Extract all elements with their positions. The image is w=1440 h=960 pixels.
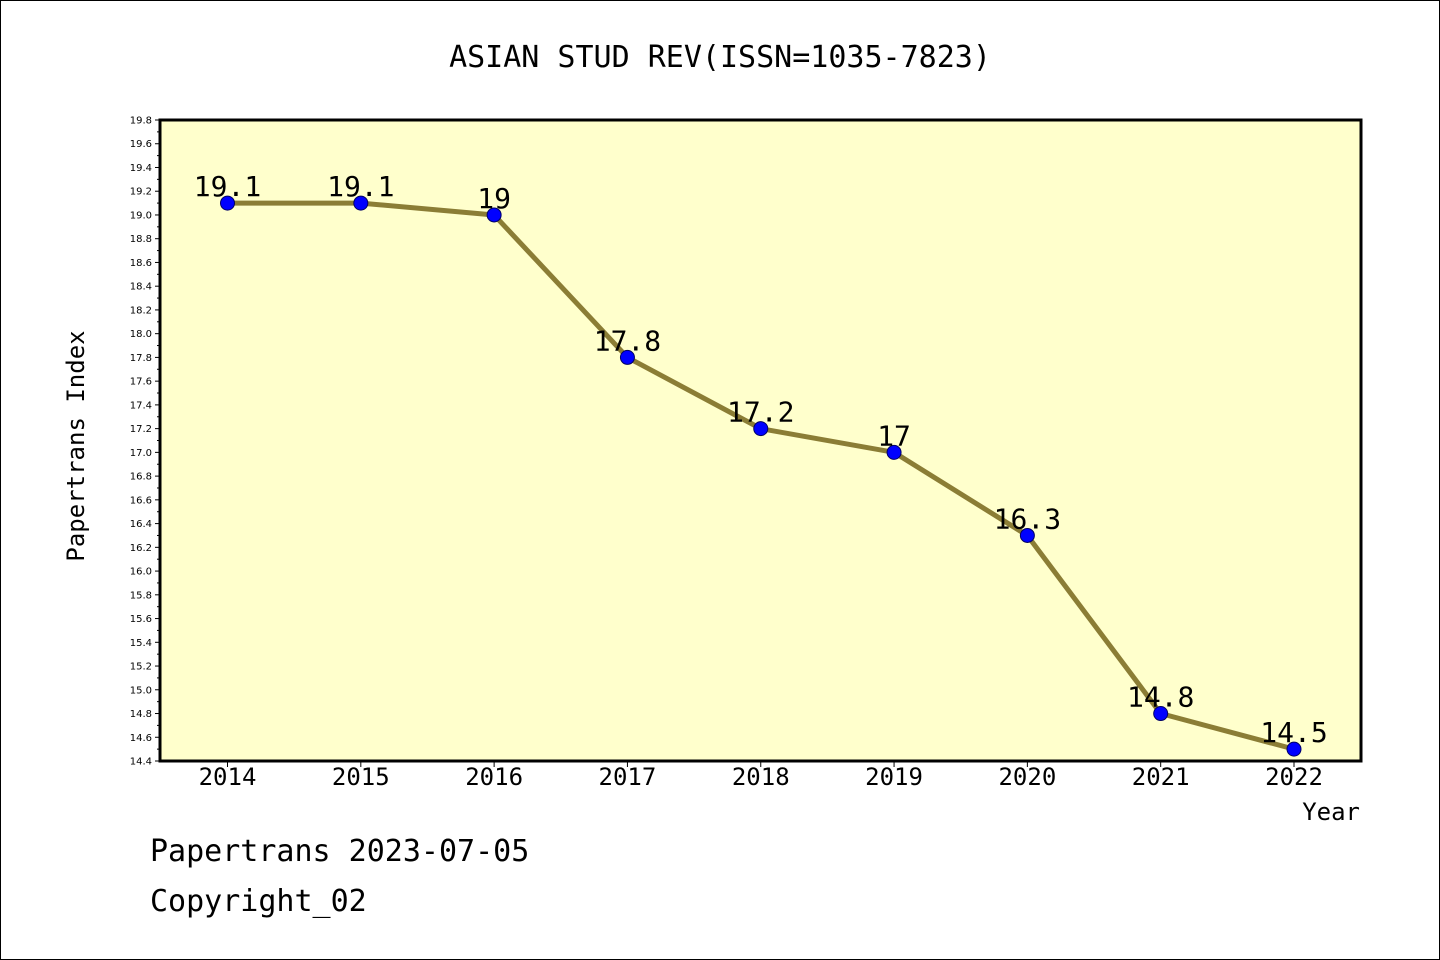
x-tick-label: 2014 <box>199 763 257 791</box>
data-label: 19.1 <box>194 170 261 203</box>
series-markers <box>220 195 1302 757</box>
y-tick-label: 18.6 <box>130 258 152 269</box>
data-point <box>220 195 235 211</box>
y-tick-label: 15.0 <box>130 685 152 696</box>
y-tick-label: 19.8 <box>130 116 152 127</box>
plot-area <box>158 118 1363 763</box>
y-tick-label: 15.8 <box>130 590 152 601</box>
data-point <box>353 195 369 211</box>
y-tick-label: 19.0 <box>130 210 152 221</box>
x-tick-label: 2021 <box>1132 763 1190 791</box>
y-tick-label: 15.6 <box>130 614 152 625</box>
y-tick-label: 16.2 <box>130 543 152 554</box>
data-label: 19.1 <box>327 170 394 203</box>
y-tick-label: 18.8 <box>130 234 152 245</box>
y-tick-label: 15.4 <box>130 638 152 649</box>
y-axis: 14.4 14.6 14.8 15.0 15.2 15.4 15.6 15.8 16.0 16.2… <box>130 116 160 768</box>
y-tick-label: 16.0 <box>130 567 152 578</box>
footer-date: Papertrans 2023-07-05 <box>150 834 530 869</box>
y-tick-label: 17.2 <box>130 424 152 435</box>
y-tick-label: 16.6 <box>130 495 152 506</box>
x-tick-label: 2022 <box>1265 763 1323 791</box>
data-label: 17 <box>877 419 911 452</box>
data-point <box>619 349 635 365</box>
data-point <box>1153 706 1169 722</box>
y-tick-label: 17.6 <box>130 377 152 388</box>
x-tick-label: 2020 <box>998 763 1056 791</box>
data-point <box>1019 527 1035 543</box>
y-tick-label: 14.4 <box>130 757 152 768</box>
y-tick-label: 18.0 <box>130 329 152 340</box>
x-tick-label: 2017 <box>599 763 657 791</box>
x-tick-label: 2016 <box>465 763 523 791</box>
y-tick-label: 17.4 <box>130 400 152 411</box>
data-label: 16.3 <box>994 502 1061 535</box>
y-tick-label: 16.4 <box>130 519 152 530</box>
y-tick-label: 16.8 <box>130 472 152 483</box>
x-tick-label: 2015 <box>332 763 390 791</box>
x-axis-label: Year <box>1302 798 1360 826</box>
y-tick-label: 14.8 <box>130 709 152 720</box>
data-label: 19 <box>477 182 511 215</box>
y-tick-label: 14.6 <box>130 733 152 744</box>
data-labels: 19.1 19.1 19 17.8 17.2 17 16.3 14.8 14.5 <box>194 170 1328 749</box>
data-label: 14.5 <box>1260 716 1327 749</box>
data-point <box>1286 741 1302 757</box>
x-tick-label: 2018 <box>732 763 790 791</box>
data-point <box>886 444 902 460</box>
y-tick-label: 15.2 <box>130 662 152 673</box>
y-tick-label: 19.4 <box>130 163 152 174</box>
y-tick-label: 18.2 <box>130 305 152 316</box>
y-tick-label: 17.0 <box>130 448 152 459</box>
data-point <box>753 421 769 437</box>
data-label: 14.8 <box>1127 681 1194 714</box>
x-tick-label: 2019 <box>865 763 923 791</box>
x-axis: 2014 2015 2016 2017 2018 2019 2020 2021 2022 <box>199 761 1323 791</box>
data-point <box>486 207 502 223</box>
y-tick-label: 19.6 <box>130 139 152 150</box>
y-tick-label: 19.2 <box>130 187 152 198</box>
chart-title: ASIAN STUD REV(ISSN=1035-7823) <box>449 40 991 75</box>
data-label: 17.2 <box>727 396 794 429</box>
y-axis-label: Papertrans Index <box>62 330 90 561</box>
y-tick-label: 17.8 <box>130 353 152 364</box>
footer-copyright: Copyright_02 <box>150 884 367 919</box>
data-label: 17.8 <box>594 324 661 357</box>
y-tick-label: 18.4 <box>130 282 152 293</box>
